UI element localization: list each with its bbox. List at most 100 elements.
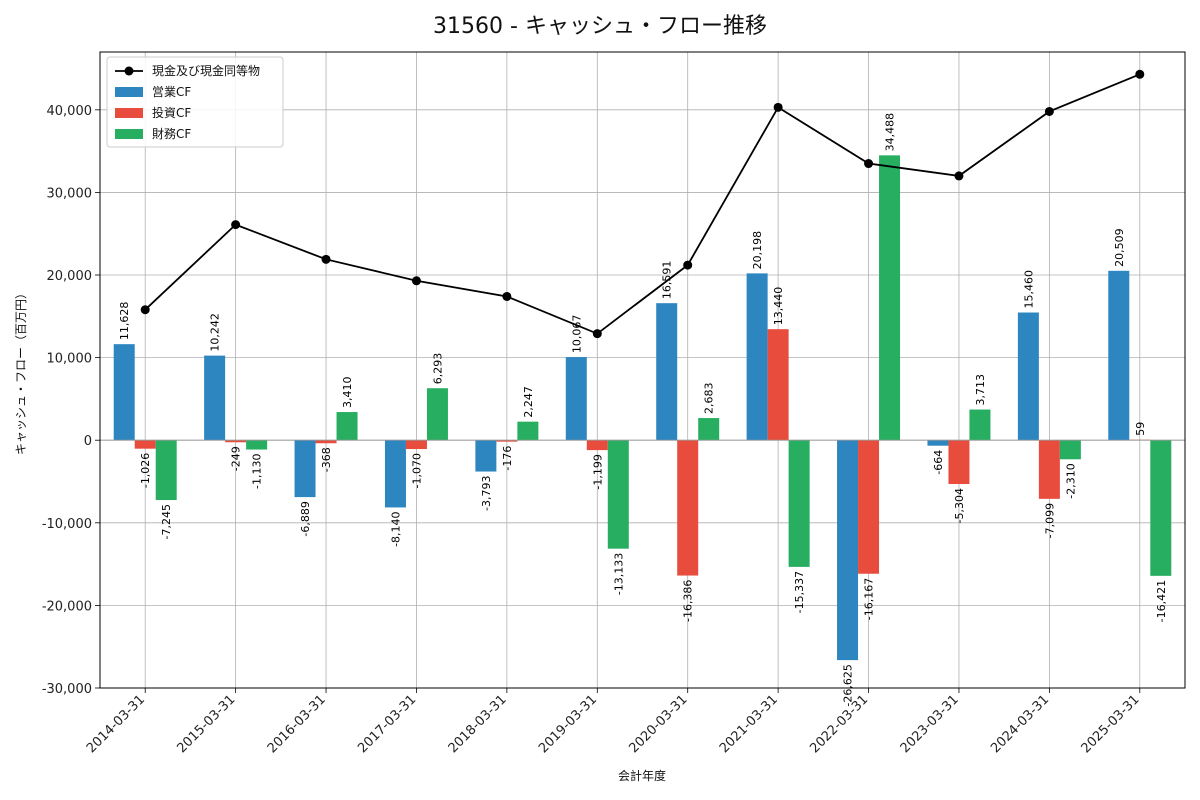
bar [879,155,901,441]
x-tick-label: 2017-03-31 [355,692,419,756]
y-tick-label: -30,000 [42,682,92,697]
bar [1017,312,1039,441]
x-tick-label: 2023-03-31 [898,692,962,756]
bar [698,418,720,441]
cash-point [954,171,964,181]
bar-value-label: -16,421 [1155,580,1168,622]
bar [1150,440,1172,576]
bar [294,440,316,498]
x-tick-label: 2014-03-31 [84,692,148,756]
bar-value-label: -176 [501,446,514,471]
cash-point [140,305,150,315]
bar [134,440,156,449]
chart-title: 31560 - キャッシュ・フロー推移 [433,14,767,39]
bar-value-label: 11,628 [118,302,131,341]
legend-label: 営業CF [152,85,191,99]
bar [204,355,226,441]
cash-line [140,69,1145,339]
bar-value-label: -8,140 [389,511,402,546]
bars [113,155,1172,661]
bar [517,421,539,441]
cash-point [321,254,331,264]
bar-value-label: -26,625 [842,664,855,706]
bar [948,440,970,485]
bar-value-label: 2,247 [522,386,535,418]
bar [1038,440,1060,499]
legend-marker [124,66,134,76]
bar-value-label: -16,386 [682,580,695,622]
bar-value-label: 3,410 [341,377,354,409]
x-tick-label: 2021-03-31 [717,692,781,756]
x-axis-label: 会計年度 [618,768,666,783]
x-tick-label: 2016-03-31 [265,692,329,756]
x-tick-label: 2025-03-31 [1079,692,1143,756]
bar-value-label: -3,793 [480,476,493,511]
bar [426,388,448,441]
cash-point [1044,106,1054,116]
bar-value-label: 20,198 [751,231,764,270]
bar [677,440,699,576]
cash-point [1135,69,1145,79]
bar [405,440,427,450]
bar-value-label: -1,070 [410,453,423,488]
bar [788,440,810,567]
bar-value-label: 59 [1134,422,1147,436]
bar-value-label: 3,713 [974,374,987,406]
legend-label: 投資CF [152,105,191,120]
bar-value-label: 15,460 [1022,270,1035,309]
bar [927,440,949,446]
bar [155,440,177,501]
bar [315,440,337,444]
bar [767,329,789,441]
bar-value-label: 10,242 [209,313,222,352]
legend-label: 財務CF [152,126,191,141]
cash-point [411,276,421,286]
y-tick-label: 30,000 [47,186,93,201]
bar [565,357,587,441]
y-axis-label: キャッシュ・フロー（百万円） [14,287,28,455]
bar-value-label: -368 [320,447,333,472]
bar [225,440,247,443]
cash-point [683,260,693,270]
bar-value-label: 20,509 [1113,228,1126,267]
bar-value-label: -664 [932,450,945,475]
cash-point [231,220,241,230]
bar-labels: 11,628 10,242 -6,889 -8,140 -3,793 10,067 16,5… [118,113,1168,707]
bar-value-label: -7,245 [160,504,173,539]
bar [858,440,880,574]
legend-swatch [115,108,143,118]
bar [336,412,358,441]
cash-point [502,291,512,301]
bar-value-label: 13,440 [772,287,785,326]
bar-value-label: -1,199 [591,454,604,489]
cash-point [592,329,602,339]
bar [656,303,678,441]
bar [496,440,518,442]
y-tick-label: 10,000 [47,352,93,367]
bar [586,440,608,451]
bar-value-label: -16,167 [863,578,876,620]
x-tick-label: 2024-03-31 [988,692,1052,756]
bar-value-label: 16,591 [661,261,674,300]
bar-value-label: -6,889 [299,501,312,536]
bar-value-label: -15,337 [793,571,806,613]
bar-value-label: -7,099 [1043,503,1056,538]
bar [113,344,135,441]
legend-label: 現金及び現金同等物 [152,63,260,78]
y-tick-label: 20,000 [47,269,93,284]
bar-value-label: 2,683 [703,383,716,415]
bar-value-label: -1,130 [251,454,264,489]
legend-swatch [115,129,143,139]
bar-value-label: 6,293 [431,353,444,385]
cash-point [864,159,874,169]
cash-point [773,102,783,112]
bar-value-label: 10,067 [570,315,583,354]
y-tick-label: 40,000 [47,104,93,119]
x-tick-label: 2022-03-31 [807,692,871,756]
x-tick-label: 2015-03-31 [174,692,238,756]
bar [969,409,991,441]
bar-value-label: -249 [230,446,243,471]
bar [1059,440,1081,460]
